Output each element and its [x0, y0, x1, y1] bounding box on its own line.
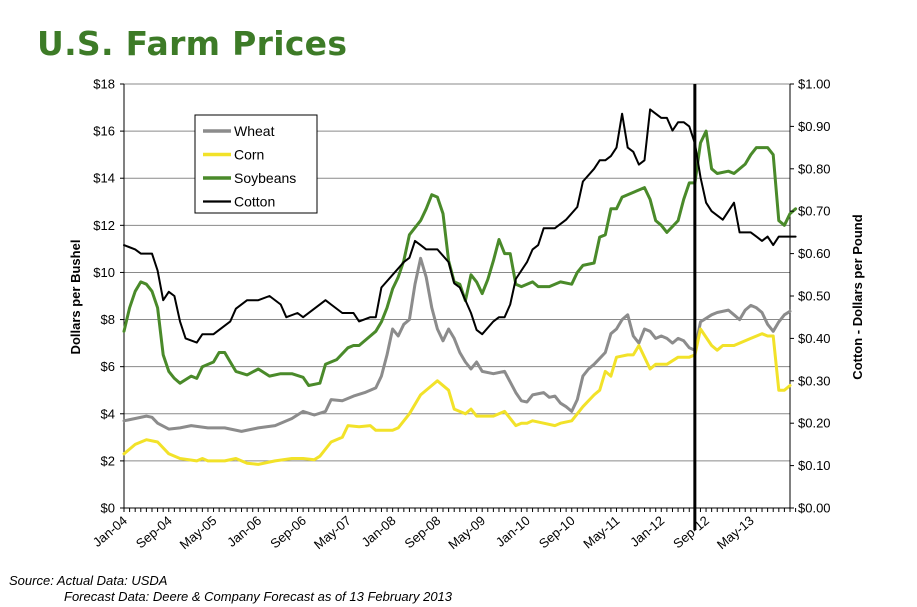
- x-axis-ticks: Jan-04 Sep-04 May-05 Jan-06 Sep-06 May-07 Jan-…: [90, 508, 797, 552]
- left-tick-label: $6: [101, 359, 115, 374]
- x-tick-label: Sep-10: [536, 513, 578, 551]
- legend-label-corn: Corn: [234, 147, 264, 163]
- right-tick-label: $0.50: [798, 289, 831, 304]
- right-tick-label: $0.40: [798, 331, 831, 346]
- source-line-2: Forecast Data: Deere & Company Forecast …: [64, 589, 453, 604]
- right-tick-label: $0.20: [798, 416, 831, 431]
- x-tick-label: Sep-08: [402, 513, 444, 551]
- left-tick-label: $12: [93, 218, 115, 233]
- legend-label-wheat: Wheat: [234, 123, 275, 139]
- x-tick-label: May-13: [714, 513, 757, 552]
- right-axis-ticks: $0.00 $0.10 $0.20 $0.30 $0.40 $0.50 $0.60 $0.70…: [790, 77, 831, 516]
- right-tick-label: $1.00: [798, 77, 831, 92]
- series-line-corn: [122, 327, 792, 466]
- right-tick-label: $0.00: [798, 501, 831, 516]
- right-tick-label: $0.10: [798, 458, 831, 473]
- x-tick-label: Sep-06: [267, 513, 309, 551]
- right-tick-label: $0.30: [798, 373, 831, 388]
- left-tick-label: $14: [93, 171, 115, 186]
- left-tick-label: $4: [101, 406, 115, 421]
- source-note: Source: Actual Data: USDA Forecast Data:…: [9, 573, 452, 605]
- left-tick-label: $18: [93, 77, 115, 92]
- left-axis-ticks: $0 $2 $4 $6 $8 $10 $12 $14 $16 $18: [93, 77, 124, 516]
- right-tick-label: $0.70: [798, 204, 831, 219]
- series-line-soybeans: [122, 129, 798, 387]
- page-title: U.S. Farm Prices: [37, 24, 348, 63]
- left-tick-label: $0: [101, 501, 115, 516]
- legend: Wheat Corn Soybeans Cotton: [194, 114, 318, 214]
- x-tick-label: May-07: [311, 513, 354, 552]
- x-tick-label: Sep-12: [670, 513, 712, 551]
- x-tick-label: Jan-08: [358, 513, 398, 550]
- x-tick-label: Jan-04: [90, 513, 130, 550]
- series-line-cotton: [123, 108, 797, 344]
- legend-label-cotton: Cotton: [234, 194, 275, 210]
- x-tick-label: May-11: [580, 513, 622, 552]
- source-line-1: Source: Actual Data: USDA: [9, 573, 168, 588]
- left-tick-label: $10: [93, 265, 115, 280]
- right-tick-label: $0.60: [798, 246, 831, 261]
- x-tick-label: Jan-12: [627, 513, 667, 550]
- x-tick-label: May-09: [445, 513, 488, 552]
- legend-label-soybeans: Soybeans: [234, 170, 296, 186]
- right-tick-label: $0.80: [798, 161, 831, 176]
- right-tick-label: $0.90: [798, 119, 831, 134]
- left-tick-label: $8: [101, 312, 115, 327]
- left-tick-label: $16: [93, 124, 115, 139]
- x-tick-label: Jan-10: [493, 513, 533, 550]
- x-tick-label: Sep-04: [133, 513, 175, 551]
- right-axis-title: Cotton - Dollars per Pound: [850, 214, 865, 379]
- x-tick-label: Jan-06: [224, 513, 264, 550]
- left-axis-title: Dollars per Bushel: [68, 240, 83, 355]
- x-tick-label: May-05: [177, 513, 220, 552]
- left-tick-label: $2: [101, 453, 115, 468]
- series-lines: [122, 84, 798, 530]
